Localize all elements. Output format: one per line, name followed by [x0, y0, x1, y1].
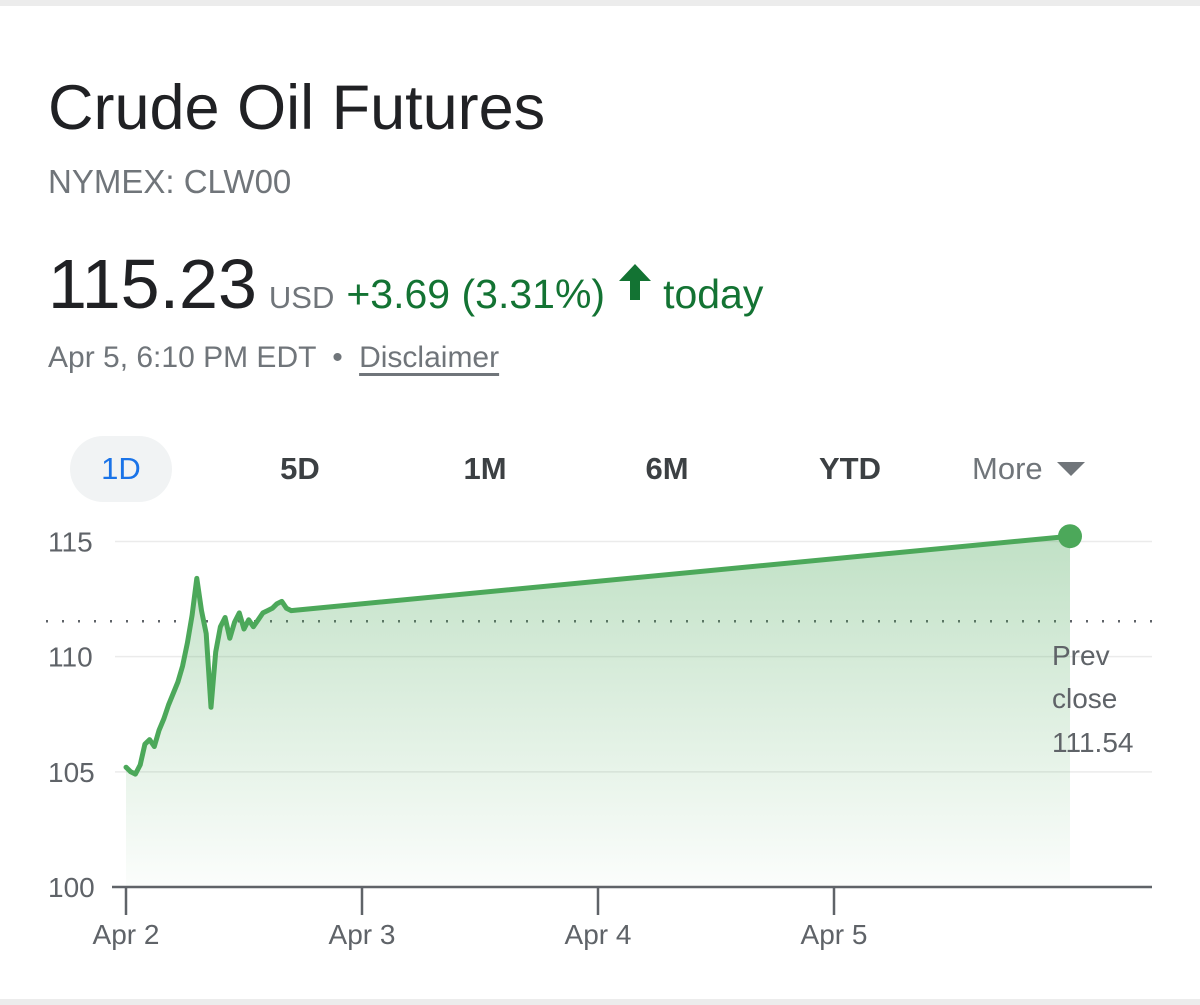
- price-change: +3.69 (3.31%): [346, 271, 606, 317]
- range-tabs: 1D 5D 1M 6M YTD More: [70, 436, 1130, 502]
- ticker-symbol: NYMEX: CLW00: [48, 163, 292, 200]
- prev-close-label-line2: close: [1052, 683, 1117, 714]
- period-label: today: [663, 271, 764, 317]
- quote-card: Crude Oil Futures NYMEX: CLW00 115.23 US…: [0, 6, 1200, 999]
- x-tick-label: Apr 5: [801, 919, 868, 950]
- timestamp: Apr 5, 6:10 PM EDT: [48, 341, 316, 374]
- tab-6m[interactable]: 6M: [645, 451, 689, 486]
- series-line: [123, 533, 1073, 777]
- currency-code: USD: [268, 280, 335, 315]
- tab-more-label: More: [972, 451, 1043, 486]
- tab-more[interactable]: More: [972, 436, 1122, 502]
- caret-down-icon: [1056, 462, 1085, 476]
- last-price-point: [1058, 524, 1082, 549]
- series-area: [126, 536, 1070, 887]
- y-tick-label: 115: [48, 527, 93, 558]
- quote-meta: Apr 5, 6:10 PM EDT • Disclaimer: [48, 338, 499, 378]
- prev-close-value: 111.54: [1052, 727, 1133, 758]
- arrow-up-icon: [617, 262, 653, 302]
- tab-5d[interactable]: 5D: [280, 451, 320, 486]
- y-tick-label: 105: [48, 757, 95, 788]
- x-tick-label: Apr 2: [93, 919, 160, 950]
- separator: •: [332, 341, 343, 374]
- prev-close-label-line1: Prev: [1052, 640, 1110, 671]
- disclaimer-link[interactable]: Disclaimer: [359, 341, 500, 374]
- tab-1m[interactable]: 1M: [463, 451, 507, 486]
- tab-ytd[interactable]: YTD: [819, 451, 881, 486]
- tab-1d[interactable]: 1D: [70, 436, 172, 502]
- y-tick-label: 110: [48, 642, 93, 673]
- page-title: Crude Oil Futures: [48, 73, 546, 143]
- current-price: 115.23: [48, 245, 257, 323]
- bottom-divider: [0, 999, 1200, 1005]
- x-tick-label: Apr 4: [565, 919, 632, 950]
- top-divider: [0, 0, 1200, 6]
- y-tick-label: 100: [48, 872, 95, 903]
- x-tick-label: Apr 3: [329, 919, 396, 950]
- price-row: 115.23 USD +3.69 (3.31%) today: [48, 242, 763, 326]
